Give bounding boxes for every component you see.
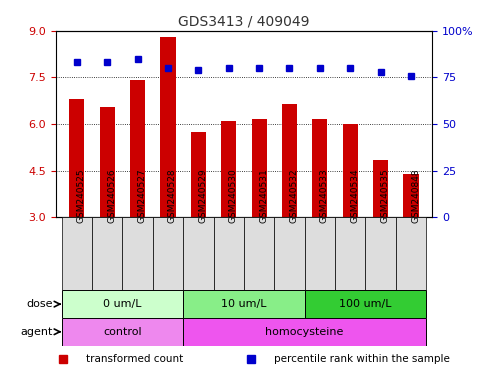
Text: 0 um/L: 0 um/L: [103, 299, 142, 309]
Text: GSM240525: GSM240525: [77, 169, 86, 223]
Bar: [313, 119, 327, 217]
Text: GSM240531: GSM240531: [259, 169, 268, 223]
Bar: [183, 217, 213, 290]
Bar: [305, 290, 426, 318]
Bar: [183, 290, 305, 318]
Bar: [69, 99, 85, 217]
Text: GSM240530: GSM240530: [229, 169, 238, 223]
Bar: [221, 121, 236, 217]
Bar: [62, 290, 183, 318]
Text: GSM240526: GSM240526: [107, 169, 116, 223]
Text: dose: dose: [27, 299, 53, 309]
Text: control: control: [103, 327, 142, 337]
Bar: [183, 318, 426, 346]
Bar: [396, 217, 426, 290]
Bar: [130, 81, 145, 217]
Text: transformed count: transformed count: [85, 354, 183, 364]
Bar: [62, 217, 92, 290]
Bar: [342, 124, 358, 217]
Bar: [92, 217, 122, 290]
Bar: [305, 217, 335, 290]
Bar: [252, 119, 267, 217]
Bar: [153, 217, 183, 290]
Text: GSM240528: GSM240528: [168, 169, 177, 223]
Text: 10 um/L: 10 um/L: [221, 299, 267, 309]
Bar: [99, 107, 115, 217]
Text: GSM240848: GSM240848: [411, 169, 420, 223]
Text: GSM240534: GSM240534: [350, 169, 359, 223]
Bar: [274, 217, 305, 290]
Bar: [122, 217, 153, 290]
Text: homocysteine: homocysteine: [266, 327, 344, 337]
Text: GSM240532: GSM240532: [289, 169, 298, 223]
Bar: [191, 132, 206, 217]
Text: agent: agent: [21, 327, 53, 337]
Bar: [282, 104, 297, 217]
Title: GDS3413 / 409049: GDS3413 / 409049: [178, 14, 310, 28]
Text: GSM240527: GSM240527: [138, 169, 146, 223]
Bar: [213, 217, 244, 290]
Bar: [403, 174, 419, 217]
Bar: [62, 318, 183, 346]
Bar: [244, 217, 274, 290]
Text: 100 um/L: 100 um/L: [339, 299, 392, 309]
Text: GSM240533: GSM240533: [320, 169, 329, 223]
Bar: [160, 37, 175, 217]
Bar: [366, 217, 396, 290]
Bar: [373, 160, 388, 217]
Text: percentile rank within the sample: percentile rank within the sample: [274, 354, 450, 364]
Text: GSM240535: GSM240535: [381, 169, 390, 223]
Bar: [335, 217, 366, 290]
Text: GSM240529: GSM240529: [199, 169, 207, 223]
